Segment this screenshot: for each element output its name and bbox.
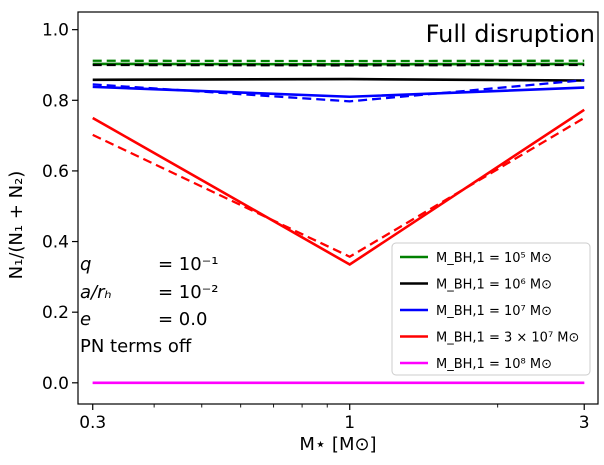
annotation-a-value: = 10⁻² (158, 282, 218, 303)
annotation-e-value: = 0.0 (158, 309, 207, 330)
x-axis-label: M⋆ [M⊙] (299, 434, 376, 455)
plot-frame (77, 11, 599, 405)
legend-label-4: M_BH,1 = 10⁸ M⊙ (436, 357, 552, 372)
y-axis-label: N₁/(N₁ + N₂) (6, 171, 27, 280)
annotation-e-symbol: e (80, 309, 91, 330)
legend-label-1: M_BH,1 = 10⁶ M⊙ (436, 278, 552, 293)
x-tick-label: 1 (344, 413, 355, 433)
annotation-q-symbol: q (80, 254, 91, 275)
y-tick-label: 0.2 (42, 303, 69, 323)
annotation-q-value: = 10⁻¹ (158, 254, 218, 275)
series-line-solid-2 (92, 85, 585, 99)
legend-label-3: M_BH,1 = 3 × 10⁷ M⊙ (436, 331, 579, 346)
annotation-a-symbol: a/rₕ (80, 282, 112, 303)
x-tick-label: 3 (579, 413, 590, 433)
y-tick-label: 0.4 (42, 233, 69, 253)
series-line-solid-1 (92, 77, 585, 82)
y-tick-label: 0.6 (42, 162, 69, 182)
y-tick-label: 0.8 (42, 91, 69, 111)
series-lines (92, 59, 585, 385)
legend: M_BH,1 = 10⁵ M⊙ M_BH,1 = 10⁶ M⊙ M_BH,1 = 1… (391, 242, 591, 376)
x-tick-label: 0.3 (79, 413, 106, 433)
annotation-pn-terms: PN terms off (80, 336, 192, 357)
y-tick-label: 1.0 (42, 21, 69, 41)
legend-label-2: M_BH,1 = 10⁷ M⊙ (436, 304, 552, 319)
y-tick-label: 0.0 (42, 374, 69, 394)
legend-label-0: M_BH,1 = 10⁵ M⊙ (436, 251, 552, 266)
series-line-dashed-3 (92, 116, 585, 259)
chart-title: Full disruption (426, 20, 595, 48)
plot-area: 0.0 0.2 0.4 0.6 0.8 1.0 0.3 1 3 (42, 11, 599, 433)
legend-box (391, 242, 591, 376)
parameter-annotations: q = 10⁻¹ a/rₕ = 10⁻² e = 0.0 PN terms of… (80, 254, 218, 357)
series-line-solid-3 (92, 108, 585, 267)
axis-ticks: 0.0 0.2 0.4 0.6 0.8 1.0 0.3 1 3 (42, 21, 590, 433)
